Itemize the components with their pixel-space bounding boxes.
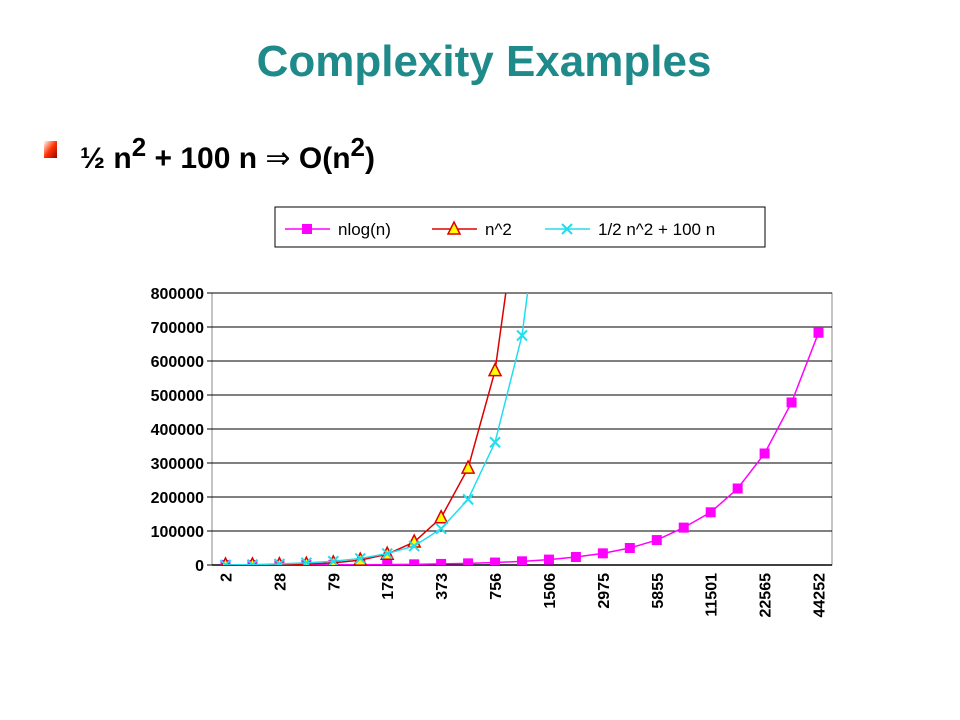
text: ½ n bbox=[80, 142, 132, 175]
data-point bbox=[409, 559, 420, 565]
data-point bbox=[732, 483, 743, 494]
y-tick-label: 800000 bbox=[151, 286, 204, 303]
data-point bbox=[487, 362, 503, 377]
y-tick-label: 700000 bbox=[151, 320, 204, 337]
legend-label: 1/2 n^2 + 100 n bbox=[598, 220, 715, 239]
text: 2 bbox=[351, 132, 365, 162]
y-tick-label: 100000 bbox=[151, 524, 204, 541]
legend-label: n^2 bbox=[485, 220, 512, 239]
data-point bbox=[219, 559, 232, 565]
legend-box bbox=[274, 206, 766, 248]
data-point bbox=[463, 558, 474, 565]
data-point bbox=[327, 555, 340, 565]
data-point bbox=[543, 554, 554, 565]
data-point bbox=[408, 540, 420, 552]
data-point bbox=[489, 436, 501, 448]
slide-title: Complexity Examples bbox=[257, 37, 712, 86]
data-point bbox=[516, 169, 528, 181]
y-tick-label: 500000 bbox=[151, 388, 204, 405]
data-point bbox=[678, 522, 689, 533]
y-tick-label: 300000 bbox=[151, 456, 204, 473]
data-point bbox=[273, 558, 286, 565]
y-tick-label: 0 bbox=[195, 558, 204, 575]
x-tick-label: 44252 bbox=[812, 573, 829, 618]
data-point bbox=[544, 123, 554, 133]
legend-label: nlog(n) bbox=[338, 220, 391, 239]
data-point bbox=[516, 329, 528, 342]
y-tick-label: 600000 bbox=[151, 354, 204, 371]
data-point bbox=[786, 397, 797, 408]
text: 2 bbox=[132, 132, 146, 162]
data-point bbox=[813, 327, 824, 338]
data-point bbox=[460, 459, 476, 474]
text: ) bbox=[365, 142, 375, 175]
data-point bbox=[246, 558, 259, 565]
data-point bbox=[462, 493, 474, 506]
data-point bbox=[435, 522, 447, 535]
bullet-icon bbox=[44, 141, 57, 158]
data-point bbox=[570, 552, 581, 563]
legend-marker bbox=[446, 220, 462, 235]
plot bbox=[219, 123, 824, 565]
data-point bbox=[382, 559, 393, 565]
data-point bbox=[759, 448, 770, 459]
data-point bbox=[705, 507, 716, 518]
x-tick-label: 373 bbox=[434, 573, 451, 600]
x-tick-label: 756 bbox=[488, 573, 505, 600]
data-point bbox=[433, 509, 449, 524]
x-tick-label: 5855 bbox=[650, 573, 667, 609]
data-point bbox=[490, 557, 501, 565]
x-tick-label: 79 bbox=[326, 573, 343, 591]
data-point bbox=[300, 557, 313, 565]
data-point bbox=[597, 548, 608, 559]
x-tick-label: 178 bbox=[380, 573, 397, 600]
data-point bbox=[651, 535, 662, 546]
data-point bbox=[381, 547, 393, 560]
x-tick-label: 22565 bbox=[758, 573, 775, 618]
text: + 100 n bbox=[146, 142, 265, 175]
legend-marker bbox=[561, 223, 573, 235]
bullet-text: ½ n2 + 100 n ⇒ O(n2) bbox=[80, 132, 375, 176]
data-point bbox=[436, 558, 447, 565]
text: O(n bbox=[291, 142, 351, 175]
data-point bbox=[517, 556, 527, 565]
x-tick-label: 2975 bbox=[596, 573, 613, 609]
data-point bbox=[354, 552, 366, 565]
y-tick-label: 400000 bbox=[151, 422, 204, 439]
x-tick-label: 1506 bbox=[542, 573, 559, 609]
x-tick-label: 2 bbox=[218, 573, 235, 582]
x-tick-label: 28 bbox=[272, 573, 289, 591]
text: ⇒ bbox=[265, 141, 290, 176]
x-tick-label: 11501 bbox=[704, 573, 721, 617]
data-point bbox=[624, 543, 635, 553]
legend-marker bbox=[302, 224, 312, 234]
y-tick-label: 200000 bbox=[151, 490, 204, 507]
